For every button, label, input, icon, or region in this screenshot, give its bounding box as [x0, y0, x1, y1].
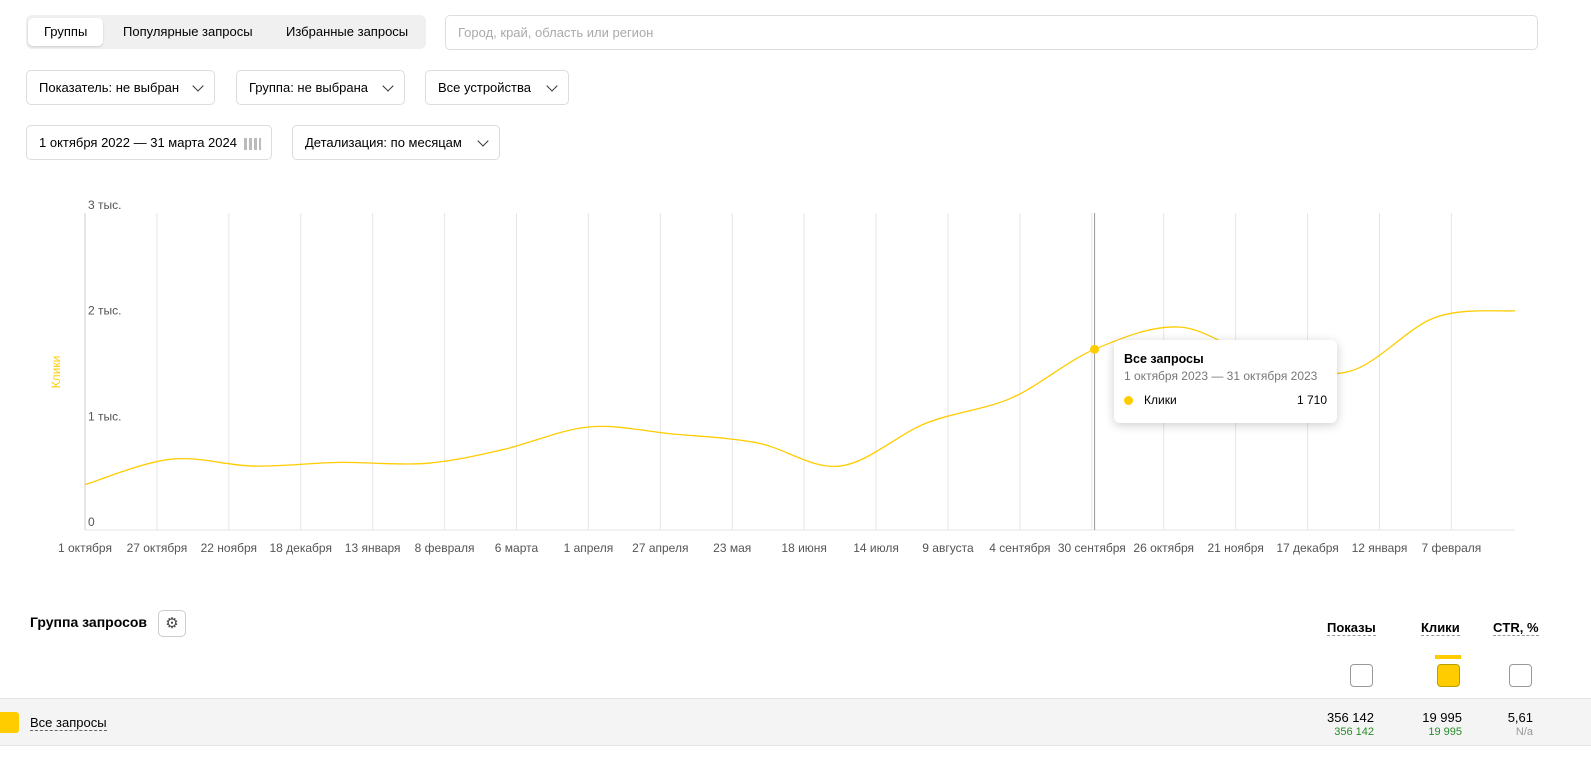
x-tick-label: 1 октября — [58, 541, 112, 555]
filter-dropdown[interactable]: Группа: не выбрана — [236, 70, 405, 105]
filter-dropdown[interactable]: Показатель: не выбран — [26, 70, 215, 105]
active-indicator — [1435, 655, 1461, 659]
x-tick-label: 1 апреля — [564, 541, 614, 555]
tooltip-title: Все запросы — [1124, 352, 1204, 366]
tooltip-period: 1 октября 2023 — 31 октября 2023 — [1124, 369, 1318, 383]
tooltip: Все запросы 1 октября 2023 — 31 октября … — [1114, 340, 1337, 423]
x-tick-label: 21 ноября — [1207, 541, 1263, 555]
filter-dropdown[interactable]: Все устройства — [425, 70, 569, 105]
y-tick-label: 1 тыс. — [88, 409, 121, 423]
x-tick-label: 7 февраля — [1421, 541, 1481, 555]
y-axis-label: Клики — [49, 356, 63, 389]
cell-sub: 19 995 — [1428, 726, 1462, 738]
x-tick-label: 30 сентября — [1058, 541, 1126, 555]
legend-dot — [1124, 396, 1133, 405]
checkbox[interactable] — [1509, 664, 1532, 687]
y-tick-label: 0 — [88, 515, 95, 529]
cell-value: 19 995 — [1422, 710, 1462, 725]
calendar-icon — [244, 138, 261, 150]
x-tick-label: 14 июля — [853, 541, 899, 555]
tab[interactable]: Популярные запросы — [123, 24, 253, 39]
x-tick-label: 22 ноября — [201, 541, 257, 555]
cell-value: 356 142 — [1327, 710, 1374, 725]
chart: Клики 1 октября 27 октября 22 ноября 18 дек… — [49, 198, 1516, 555]
y-tick-label: 3 тыс. — [88, 198, 121, 212]
table-row: Все запросы 356 142 356 142 19 995 19 99… — [0, 698, 1591, 746]
cell-value: 5,61 — [1507, 710, 1533, 725]
checkbox[interactable] — [1350, 664, 1373, 687]
search-input[interactable]: Город, край, область или регион — [445, 15, 1538, 50]
detail-dropdown[interactable]: Детализация: по месяцам — [292, 125, 500, 160]
x-tick-label: 27 апреля — [632, 541, 688, 555]
x-tick-label: 8 февраля — [415, 541, 475, 555]
x-tick-label: 23 мая — [713, 541, 751, 555]
x-tick-label: 4 сентября — [989, 541, 1050, 555]
settings-button[interactable]: ⚙ — [158, 610, 186, 637]
x-tick-label: 27 октября — [127, 541, 188, 555]
x-tick-label: 6 марта — [495, 541, 539, 555]
date-range: 1 октября 2022 — 31 марта 2024 — [39, 135, 237, 150]
row-name[interactable]: Все запросы — [30, 715, 107, 731]
x-tick-label: 9 августа — [922, 541, 974, 555]
checkbox-checked[interactable] — [1437, 664, 1460, 687]
tooltip-series: Клики — [1144, 393, 1177, 407]
tab-bar: Группы Популярные запросы Избранные запр… — [26, 15, 426, 49]
tab[interactable]: Группы — [28, 18, 104, 46]
x-tick-label: 26 октября — [1133, 541, 1194, 555]
x-tick-label: 18 декабря — [270, 541, 332, 555]
tooltip-value: 1 710 — [1296, 393, 1327, 407]
row-chart-toggle[interactable] — [0, 712, 19, 733]
table-title: Группа запросов — [30, 614, 148, 630]
hover-point — [1090, 344, 1100, 354]
tab[interactable]: Избранные запросы — [286, 24, 409, 39]
cell-sub: 356 142 — [1334, 726, 1374, 738]
x-tick-label: 18 июня — [781, 541, 827, 555]
x-tick-label: 13 января — [345, 541, 401, 555]
date-picker[interactable]: 1 октября 2022 — 31 марта 2024 — [26, 125, 272, 160]
x-tick-label: 17 декабря — [1276, 541, 1338, 555]
x-tick-label: 12 января — [1352, 541, 1408, 555]
column-header[interactable]: Показы — [1327, 620, 1376, 636]
y-tick-label: 2 тыс. — [88, 304, 121, 318]
cell-sub: N/a — [1515, 726, 1533, 738]
column-header[interactable]: CTR, % — [1493, 620, 1539, 636]
column-header[interactable]: Клики — [1421, 620, 1460, 636]
